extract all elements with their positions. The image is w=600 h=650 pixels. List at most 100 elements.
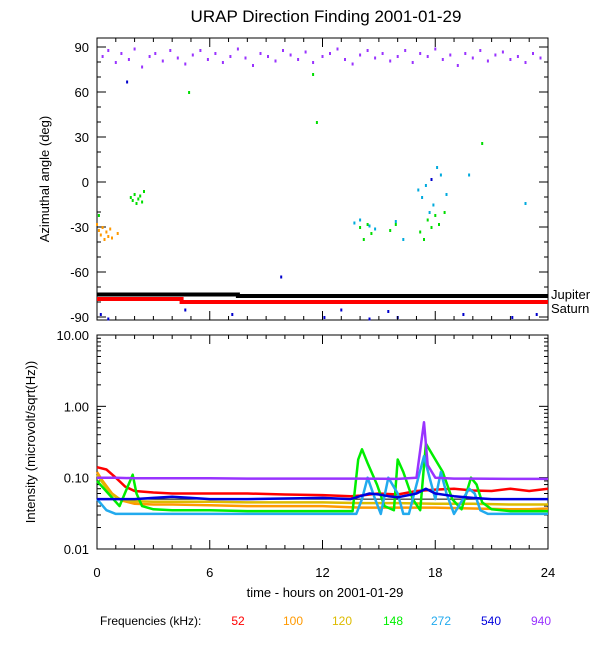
azimuth-point xyxy=(374,56,377,60)
azimuth-point xyxy=(229,55,232,58)
azimuth-point xyxy=(462,313,465,316)
azimuth-point xyxy=(127,58,130,61)
intensity-axis-label: Intensity (microvolt/sqrt(Hz)) xyxy=(23,361,38,524)
azimuth-point xyxy=(417,188,420,192)
azimuth-point xyxy=(351,62,354,66)
azimuth-point xyxy=(434,47,437,51)
azimuth-point xyxy=(359,226,362,229)
azimuth-ytick-label: -60 xyxy=(70,265,89,280)
legend-entry-540: 540 xyxy=(481,614,501,628)
azimuth-point xyxy=(439,173,442,177)
azimuth-point xyxy=(404,49,407,52)
azimuth-point xyxy=(374,227,377,231)
azimuth-ytick-label: 90 xyxy=(75,40,89,55)
legend-entry-100: 100 xyxy=(283,614,303,628)
azimuth-point xyxy=(370,232,373,235)
azimuth-point xyxy=(96,223,98,226)
azimuth-point xyxy=(231,313,234,316)
azimuth-point xyxy=(184,308,187,312)
azimuth-point xyxy=(120,52,123,55)
azimuth-point xyxy=(411,61,414,64)
azimuth-axis-label: Azimuthal angle (deg) xyxy=(37,116,52,242)
intensity-ytick-label: 1.00 xyxy=(64,399,89,414)
azimuth-point xyxy=(353,221,356,225)
frequency-legend: Frequencies (kHz): 52 100 120 148 272 540 940 xyxy=(100,614,551,628)
azimuth-point xyxy=(116,232,119,235)
azimuth-point xyxy=(438,223,440,226)
azimuth-point xyxy=(423,238,425,241)
azimuth-point xyxy=(424,184,427,187)
legend-entry-52: 52 xyxy=(231,614,245,628)
azimuth-point xyxy=(509,58,512,61)
chart-title: URAP Direction Finding 2001-01-29 xyxy=(191,7,462,26)
intensity-series-540 xyxy=(97,487,548,501)
azimuth-point xyxy=(105,230,108,234)
azimuth-point xyxy=(362,238,365,241)
azimuth-point xyxy=(436,166,439,169)
azimuth-point xyxy=(396,55,399,58)
azimuth-point xyxy=(101,55,104,58)
legend-entry-940: 940 xyxy=(531,614,551,628)
intensity-series-272 xyxy=(96,454,548,516)
azimuth-point xyxy=(315,121,318,124)
azimuth-point xyxy=(368,317,371,321)
intensity-series-940 xyxy=(97,420,548,481)
azimuth-point xyxy=(535,313,538,316)
azimuth-point xyxy=(161,59,164,63)
azimuth-point xyxy=(141,200,144,204)
azimuth-point xyxy=(169,49,172,52)
azimuth-point xyxy=(426,218,429,222)
azimuth-point xyxy=(468,173,471,177)
azimuth-point xyxy=(479,49,482,52)
azimuth-point xyxy=(131,199,134,202)
time-xtick-label: 24 xyxy=(541,565,555,580)
azimuth-point xyxy=(389,229,392,232)
azimuth-point xyxy=(103,238,106,241)
azimuth-point xyxy=(274,59,277,63)
azimuth-point xyxy=(126,80,129,84)
azimuth-point xyxy=(366,223,369,226)
azimuth-point xyxy=(421,196,424,199)
azimuth-point xyxy=(129,196,132,199)
azimuth-point xyxy=(154,52,157,55)
legend-entry-120: 120 xyxy=(332,614,352,628)
azimuth-point xyxy=(133,47,136,51)
time-xtick-label: 6 xyxy=(206,565,213,580)
azimuth-point xyxy=(394,223,397,226)
azimuth-plot-frame xyxy=(96,37,549,321)
azimuth-point xyxy=(259,52,262,55)
azimuth-point xyxy=(289,53,292,57)
azimuth-point xyxy=(340,308,343,312)
azimuth-point xyxy=(524,61,527,64)
azimuth-point xyxy=(206,58,209,61)
azimuth-point xyxy=(101,226,104,229)
reference-label-jupiter: Jupiter xyxy=(551,287,591,302)
azimuth-point xyxy=(199,49,202,52)
azimuth-point xyxy=(524,202,527,205)
azimuth-point xyxy=(329,52,331,55)
azimuth-point xyxy=(366,49,369,52)
azimuth-point xyxy=(323,316,326,319)
legend-entry-148: 148 xyxy=(383,614,403,628)
azimuth-point xyxy=(464,52,467,55)
azimuth-point xyxy=(511,316,514,319)
azimuth-point xyxy=(445,193,448,196)
azimuth-point xyxy=(359,53,362,57)
azimuth-point xyxy=(109,227,112,231)
azimuth-point xyxy=(432,203,435,207)
azimuth-point xyxy=(188,91,191,94)
azimuth-point xyxy=(312,73,315,76)
azimuth-point xyxy=(107,235,110,238)
azimuth-point xyxy=(99,313,102,316)
azimuth-ytick-label: 30 xyxy=(75,130,89,145)
azimuth-point xyxy=(426,55,429,58)
time-xtick-label: 12 xyxy=(315,565,329,580)
intensity-ytick-label: 0.10 xyxy=(64,471,89,486)
azimuth-point xyxy=(336,47,339,51)
azimuth-point xyxy=(97,229,100,232)
azimuth-point xyxy=(312,61,315,64)
intensity-series-148 xyxy=(96,442,548,513)
azimuth-point xyxy=(176,56,179,60)
